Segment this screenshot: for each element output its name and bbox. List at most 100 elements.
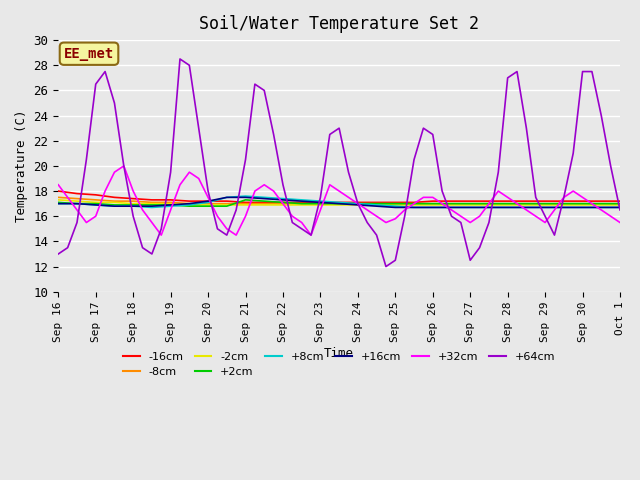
+16cm	[242, 194, 250, 200]
Text: EE_met: EE_met	[64, 47, 114, 61]
-16cm	[204, 198, 212, 204]
-2cm	[298, 202, 305, 208]
+2cm	[129, 202, 137, 208]
+2cm	[522, 201, 530, 206]
-2cm	[92, 200, 100, 205]
-2cm	[541, 202, 549, 208]
+16cm	[410, 204, 418, 210]
Line: +2cm: +2cm	[58, 200, 620, 206]
-2cm	[372, 202, 380, 208]
+2cm	[354, 201, 362, 206]
-2cm	[429, 202, 436, 208]
+8cm	[616, 204, 624, 210]
-2cm	[522, 202, 530, 208]
+2cm	[111, 202, 118, 208]
-8cm	[429, 201, 436, 206]
-8cm	[204, 201, 212, 206]
+16cm	[223, 194, 230, 200]
-16cm	[616, 198, 624, 204]
+64cm	[167, 169, 175, 175]
-16cm	[410, 200, 418, 205]
-8cm	[467, 201, 474, 206]
-2cm	[485, 202, 493, 208]
-8cm	[223, 201, 230, 206]
+2cm	[54, 200, 62, 205]
+64cm	[176, 56, 184, 62]
+32cm	[157, 232, 165, 238]
Line: -8cm: -8cm	[58, 197, 620, 204]
+16cm	[354, 202, 362, 208]
-2cm	[392, 202, 399, 208]
Line: +64cm: +64cm	[58, 59, 620, 266]
-16cm	[279, 200, 287, 205]
+16cm	[372, 204, 380, 209]
-2cm	[167, 201, 175, 206]
+64cm	[382, 264, 390, 269]
-16cm	[560, 198, 568, 204]
+16cm	[317, 200, 324, 205]
+16cm	[92, 202, 100, 208]
+8cm	[92, 202, 100, 208]
-16cm	[317, 200, 324, 205]
+8cm	[579, 204, 586, 210]
+16cm	[392, 204, 399, 210]
+32cm	[54, 182, 62, 188]
-16cm	[392, 200, 399, 205]
+64cm	[364, 220, 371, 226]
+8cm	[392, 204, 399, 209]
+8cm	[560, 204, 568, 210]
+2cm	[541, 201, 549, 206]
+2cm	[242, 197, 250, 203]
-2cm	[597, 202, 605, 208]
+8cm	[410, 204, 418, 210]
-8cm	[447, 201, 455, 206]
+8cm	[447, 204, 455, 210]
-16cm	[522, 198, 530, 204]
-16cm	[597, 198, 605, 204]
-8cm	[392, 201, 399, 206]
+2cm	[186, 204, 193, 209]
-8cm	[410, 201, 418, 206]
+16cm	[111, 204, 118, 209]
+2cm	[167, 202, 175, 208]
-2cm	[467, 202, 474, 208]
Title: Soil/Water Temperature Set 2: Soil/Water Temperature Set 2	[199, 15, 479, 33]
+2cm	[92, 201, 100, 206]
Line: +32cm: +32cm	[58, 166, 620, 235]
-16cm	[167, 197, 175, 203]
-2cm	[54, 197, 62, 203]
-16cm	[504, 198, 511, 204]
-16cm	[223, 198, 230, 204]
+2cm	[616, 201, 624, 206]
+64cm	[54, 251, 62, 257]
-8cm	[148, 200, 156, 205]
-8cm	[92, 197, 100, 203]
+2cm	[410, 201, 418, 206]
-16cm	[447, 198, 455, 204]
-2cm	[504, 202, 511, 208]
+2cm	[73, 201, 81, 206]
-2cm	[204, 202, 212, 208]
+32cm	[270, 188, 278, 194]
+16cm	[504, 204, 511, 210]
+2cm	[260, 198, 268, 204]
+16cm	[597, 204, 605, 210]
-16cm	[372, 200, 380, 205]
-2cm	[186, 202, 193, 208]
+2cm	[560, 201, 568, 206]
-16cm	[260, 200, 268, 205]
+8cm	[467, 204, 474, 210]
+2cm	[429, 201, 436, 206]
+16cm	[73, 201, 81, 206]
-8cm	[354, 201, 362, 206]
+16cm	[335, 201, 343, 206]
+32cm	[372, 213, 380, 219]
+16cm	[279, 197, 287, 203]
-8cm	[260, 201, 268, 206]
+16cm	[148, 204, 156, 209]
Line: -16cm: -16cm	[58, 191, 620, 203]
-2cm	[279, 202, 287, 208]
+2cm	[504, 201, 511, 206]
-16cm	[73, 191, 81, 196]
+8cm	[335, 200, 343, 205]
